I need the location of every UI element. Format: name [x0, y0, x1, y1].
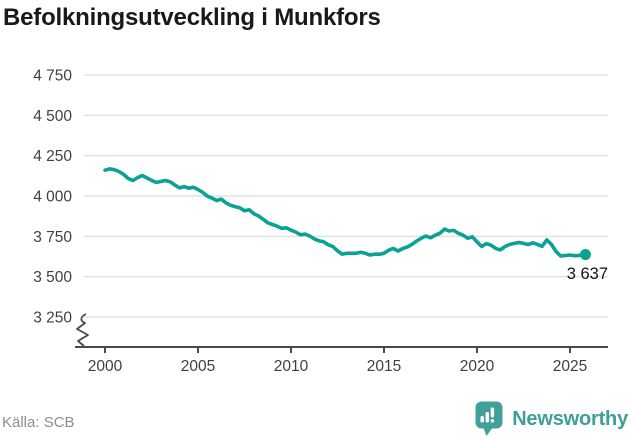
newsworthy-bubble-barchart-icon [475, 401, 503, 436]
y-axis-label: 3 500 [33, 269, 72, 286]
chart-title: Befolkningsutveckling i Munkfors [3, 4, 381, 31]
x-axis-label: 2010 [274, 358, 309, 375]
newsworthy-logo[interactable]: Newsworthy [475, 401, 628, 437]
x-axis-label: 2000 [88, 358, 123, 375]
population-line [103, 167, 588, 258]
x-axis-label: 2005 [181, 358, 215, 375]
y-axis-label: 4 000 [33, 188, 72, 205]
y-axis-label: 4 500 [33, 108, 72, 125]
line-chart-canvas: 4 750 4 500 4 250 4 000 3 750 3 500 3 250 2000 2… [33, 68, 608, 375]
y-axis-label: 3 750 [33, 229, 72, 246]
end-value-label: 3 637 [567, 265, 608, 283]
axis-break-icon [76, 313, 89, 347]
y-axis-label: 4 750 [33, 68, 72, 85]
last-point-marker [579, 249, 591, 261]
x-axis-label: 2020 [460, 358, 495, 375]
y-axis-label: 4 250 [33, 148, 72, 165]
x-axis-label: 2015 [367, 358, 401, 375]
newsworthy-logo-text: Newsworthy [512, 407, 628, 430]
y-axis-label: 3 250 [33, 309, 72, 326]
x-axis-label: 2025 [553, 358, 587, 375]
source-note: Källa: SCB [2, 414, 75, 431]
